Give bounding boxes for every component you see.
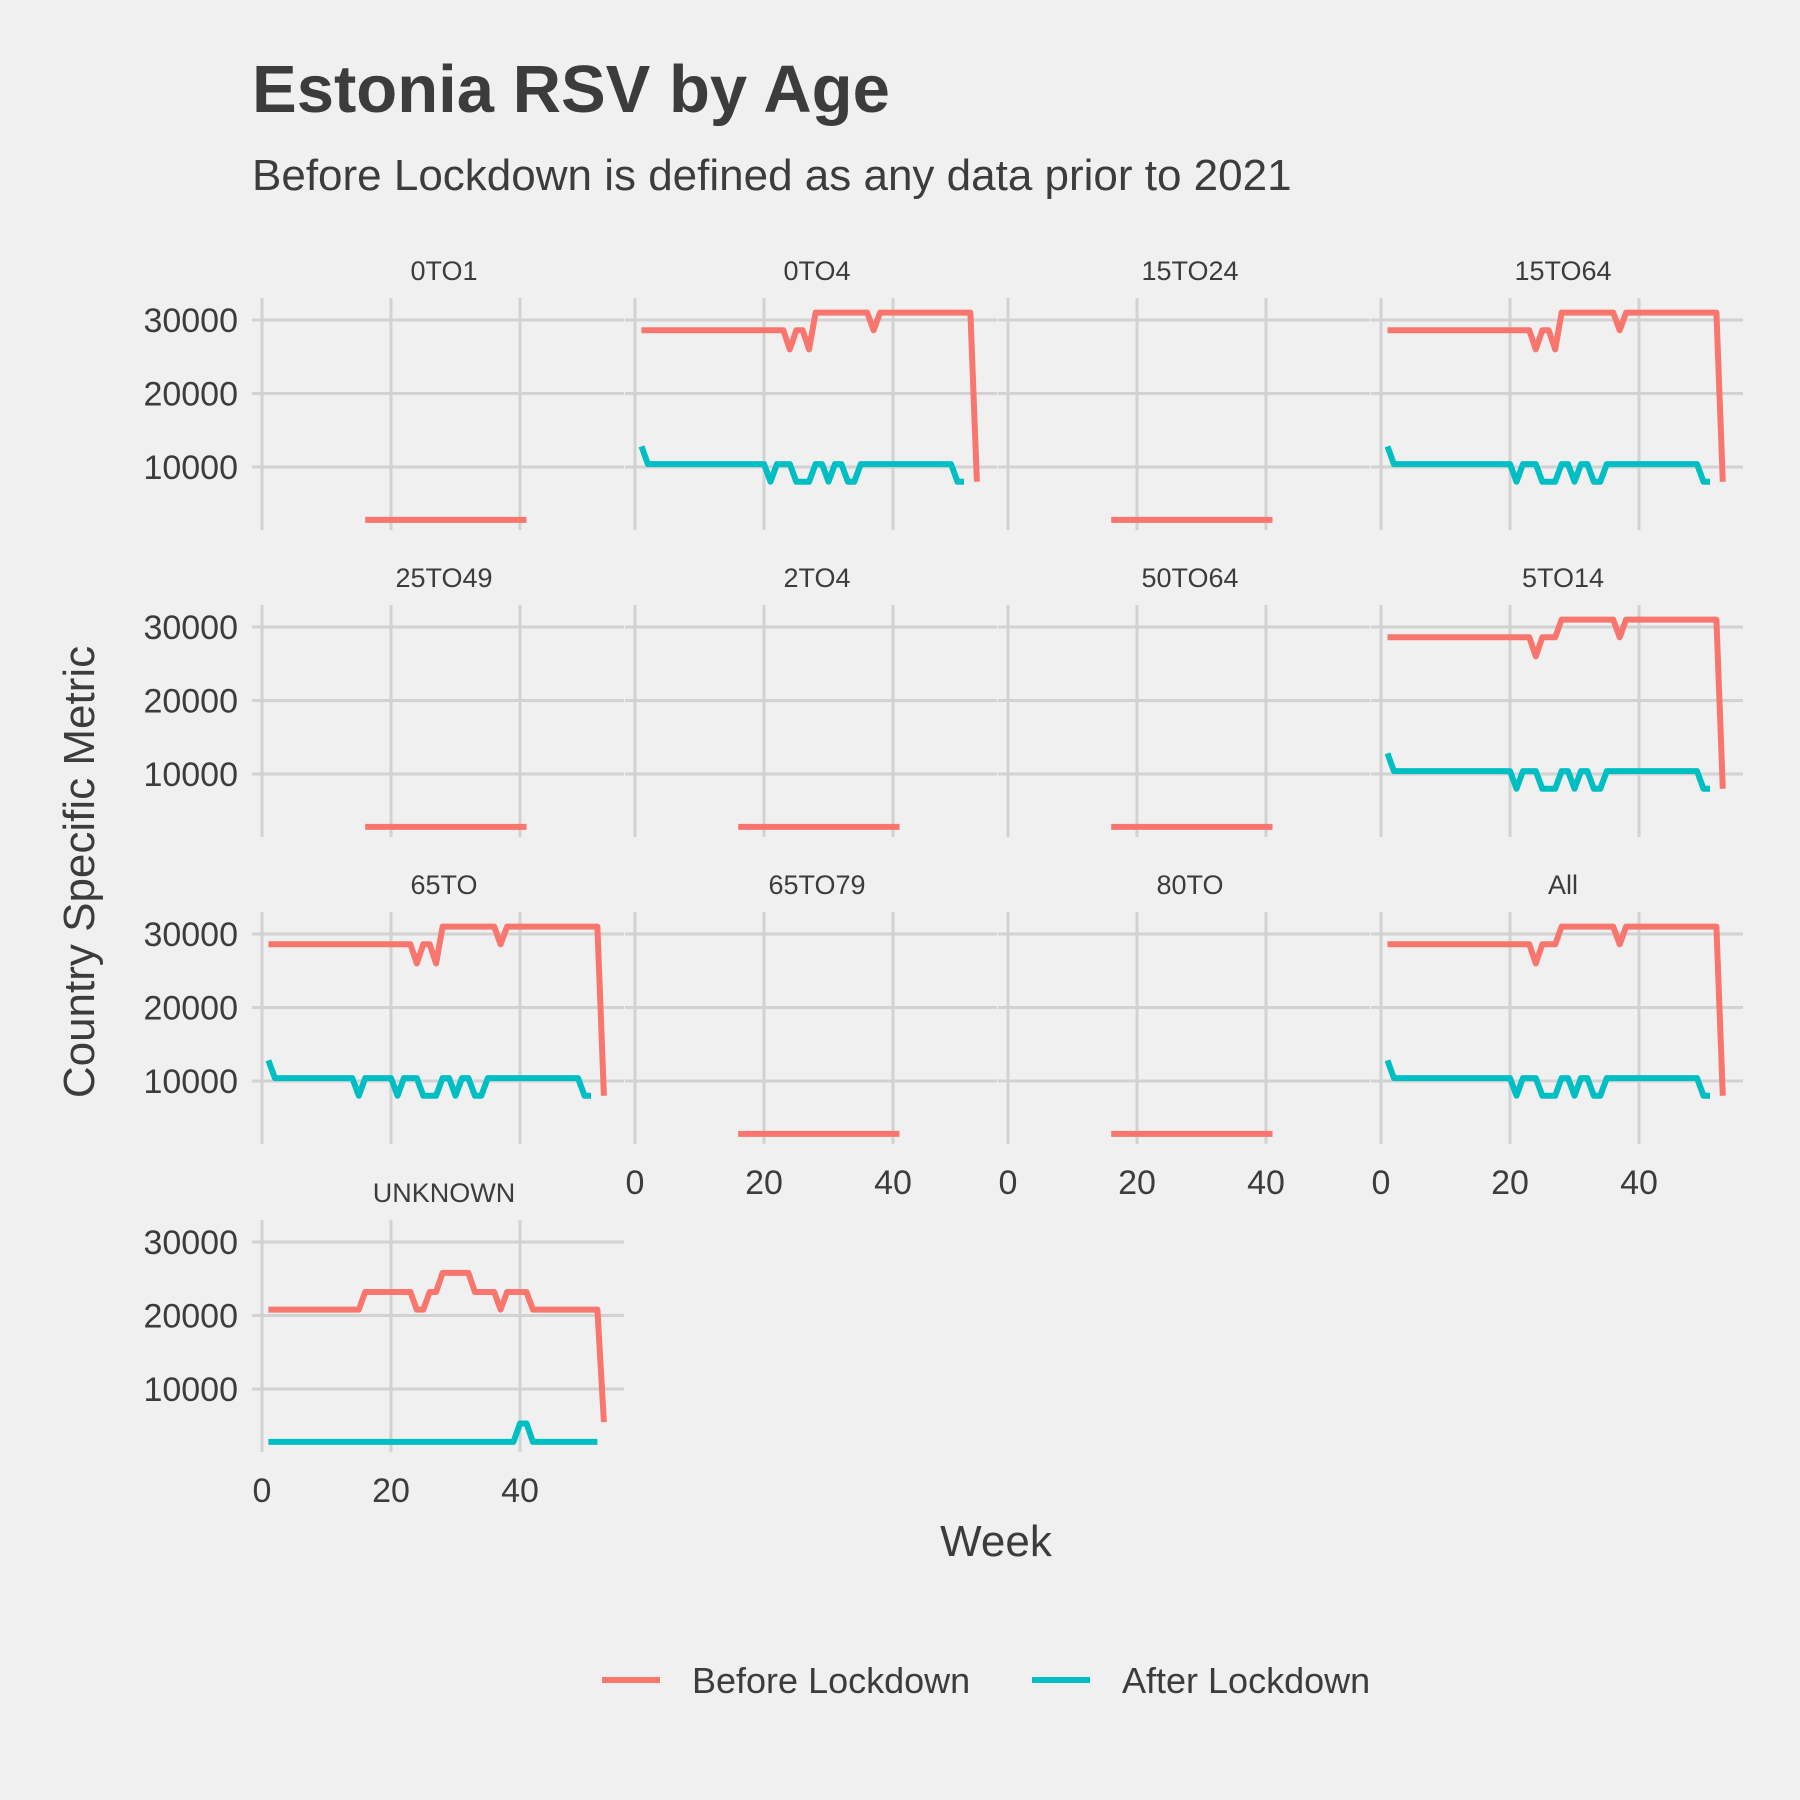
series-line-before xyxy=(1387,923,1726,1096)
y-tick-label: 30000 xyxy=(143,1224,238,1262)
y-axis-title: Country Specific Metric xyxy=(55,646,104,1098)
panel-0TO1: 0TO1 10000 20000 30000 xyxy=(143,256,624,530)
panel-strip-label: 65TO xyxy=(410,870,477,900)
panel-80TO: 80TO 0 20 40 xyxy=(998,870,1370,1202)
panel-strip-label: 50TO64 xyxy=(1141,563,1238,593)
panel-65TO: 65TO 10000 20000 30000 xyxy=(143,870,624,1144)
y-tick-label: 20000 xyxy=(143,376,238,414)
x-axis-title: Week xyxy=(940,1517,1053,1566)
panel-strip-label: 15TO24 xyxy=(1141,256,1238,286)
x-tick-label: 40 xyxy=(1620,1164,1658,1202)
panel-25TO49: 25TO49 10000 20000 30000 xyxy=(143,563,624,837)
x-tick-label: 20 xyxy=(372,1472,410,1510)
x-tick-label: 40 xyxy=(874,1164,912,1202)
y-tick-label: 20000 xyxy=(143,683,238,721)
y-tick-label: 10000 xyxy=(143,756,238,794)
x-tick-label: 40 xyxy=(1247,1164,1285,1202)
y-tick-label: 20000 xyxy=(143,1298,238,1336)
panel-strip-label: 15TO64 xyxy=(1514,256,1611,286)
panel-strip-label: 2TO4 xyxy=(783,563,850,593)
panel-5TO14: 5TO14 xyxy=(1371,563,1743,837)
panel-UNKNOWN: UNKNOWN 10000 20000 30000 0 20 40 xyxy=(143,1178,624,1510)
panel-50TO64: 50TO64 xyxy=(998,563,1370,837)
x-tick-label: 0 xyxy=(1372,1164,1391,1202)
y-tick-label: 30000 xyxy=(143,302,238,340)
series-line-after xyxy=(638,445,964,485)
panel-65TO79: 65TO79 0 20 40 xyxy=(625,870,997,1202)
y-tick-label: 10000 xyxy=(143,1371,238,1409)
series-line-before xyxy=(1387,309,1726,482)
x-tick-label: 0 xyxy=(626,1164,645,1202)
series-line-after xyxy=(268,1420,598,1445)
legend-label-after: After Lockdown xyxy=(1122,1660,1370,1701)
series-line-after xyxy=(265,1059,591,1099)
series-line-after xyxy=(1384,445,1710,485)
panel-strip-label: 0TO4 xyxy=(783,256,850,286)
series-line-after xyxy=(1384,752,1710,792)
chart-subtitle: Before Lockdown is defined as any data p… xyxy=(252,151,1292,200)
panel-strip-label: 0TO1 xyxy=(410,256,477,286)
series-line-before xyxy=(641,309,980,482)
panel-strip-label: 25TO49 xyxy=(395,563,492,593)
chart-title: Estonia RSV by Age xyxy=(252,52,890,127)
y-tick-label: 30000 xyxy=(143,916,238,954)
y-tick-label: 30000 xyxy=(143,609,238,647)
panel-strip-label: 65TO79 xyxy=(768,870,865,900)
x-tick-label: 20 xyxy=(1491,1164,1529,1202)
y-tick-label: 10000 xyxy=(143,1063,238,1101)
y-tick-label: 20000 xyxy=(143,990,238,1028)
panel-15TO64: 15TO64 xyxy=(1371,256,1743,530)
x-tick-label: 20 xyxy=(745,1164,783,1202)
x-tick-label: 0 xyxy=(253,1472,272,1510)
legend-label-before: Before Lockdown xyxy=(692,1660,970,1701)
series-line-before xyxy=(1387,616,1726,789)
panel-0TO4: 0TO4 xyxy=(625,256,997,530)
panel-strip-label: UNKNOWN xyxy=(373,1178,516,1208)
panel-strip-label: 5TO14 xyxy=(1522,563,1604,593)
panel-15TO24: 15TO24 xyxy=(998,256,1370,530)
series-line-after xyxy=(1384,1059,1710,1099)
panel-strip-label: 80TO xyxy=(1156,870,1223,900)
series-line-before xyxy=(268,923,607,1096)
x-tick-label: 40 xyxy=(501,1472,539,1510)
panel-strip-label: All xyxy=(1548,870,1578,900)
y-tick-label: 10000 xyxy=(143,449,238,487)
series-line-before xyxy=(268,1269,607,1423)
legend: Before Lockdown After Lockdown xyxy=(602,1660,1370,1701)
panel-2TO4: 2TO4 xyxy=(625,563,997,837)
panel-All: All 0 20 40 xyxy=(1371,870,1743,1202)
x-tick-label: 0 xyxy=(999,1164,1018,1202)
x-tick-label: 20 xyxy=(1118,1164,1156,1202)
